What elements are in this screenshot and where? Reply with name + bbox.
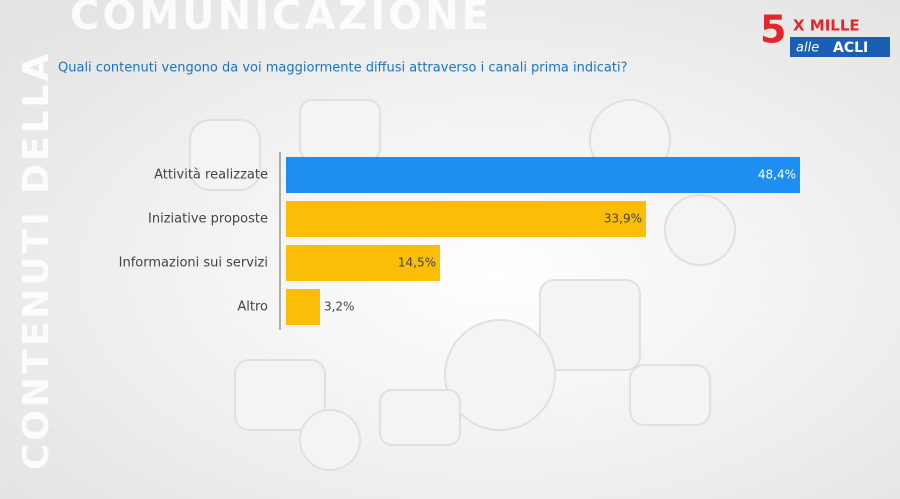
bar — [286, 201, 647, 237]
decor-icons — [189, 99, 736, 471]
logo-acli: ACLI — [833, 40, 868, 56]
value-label: 48,4% — [758, 168, 796, 182]
logo-box — [790, 37, 890, 57]
bar — [286, 245, 440, 281]
value-label: 14,5% — [398, 256, 436, 270]
logo-number: 5 — [760, 8, 786, 52]
logo-alle: alle — [796, 41, 819, 56]
category-label: Altro — [237, 300, 268, 315]
logo: 5 X MILLE alle ACLI — [760, 8, 890, 57]
top-title: COMUNICAZIONE — [70, 0, 492, 39]
logo-mille: X MILLE — [793, 17, 860, 35]
side-title: CONTENUTI DELLA — [16, 51, 57, 470]
value-label: 3,2% — [324, 300, 355, 314]
bar — [286, 289, 320, 325]
category-label: Attività realizzate — [154, 168, 268, 183]
category-label: Iniziative proposte — [148, 212, 268, 227]
bar — [286, 157, 800, 193]
value-label: 33,9% — [604, 212, 642, 226]
chart-title: Quali contenuti vengono da voi maggiorme… — [58, 61, 627, 76]
plot: Attività realizzate 48,4% Iniziative propo… — [119, 157, 800, 325]
category-label: Informazioni sui servizi — [119, 256, 268, 271]
